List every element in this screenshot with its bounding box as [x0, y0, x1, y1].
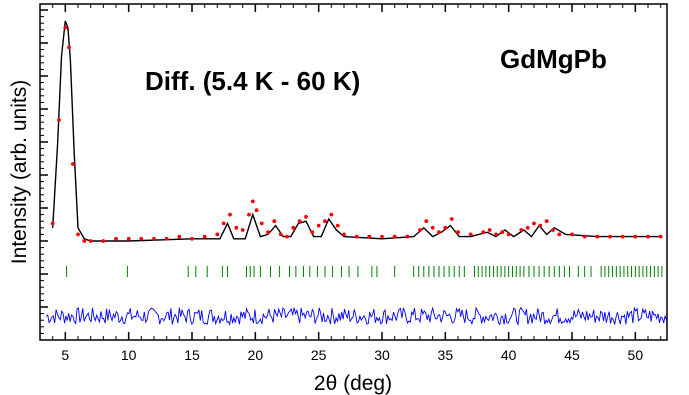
x-tick-label: 10 — [121, 347, 137, 363]
observed-point — [323, 219, 327, 224]
observed-points — [50, 25, 663, 243]
observed-point — [291, 225, 296, 230]
observed-point — [405, 234, 410, 239]
observed-point — [126, 236, 131, 241]
observed-point — [76, 232, 80, 237]
observed-point — [658, 234, 663, 239]
reflection-markers — [66, 266, 663, 277]
observed-point — [101, 239, 106, 243]
observed-point — [430, 225, 435, 230]
observed-point — [335, 223, 340, 228]
plot-frame — [39, 3, 668, 341]
observed-point — [285, 234, 289, 239]
observed-point — [500, 230, 505, 235]
y-axis-label: Intensity (arb. units) — [8, 80, 31, 264]
observed-point — [164, 236, 169, 241]
annotation-sample: GdMgPb — [500, 44, 607, 74]
observed-point — [443, 225, 448, 230]
observed-point — [354, 234, 359, 239]
observed-point — [538, 223, 543, 228]
observed-point — [570, 232, 574, 237]
observed-point — [71, 162, 75, 166]
observed-point — [82, 239, 87, 243]
observed-point — [221, 221, 226, 226]
observed-point — [67, 45, 71, 50]
observed-point — [582, 234, 587, 239]
observed-point — [88, 239, 93, 243]
difference-line — [46, 306, 667, 327]
calculated-line — [52, 20, 661, 242]
observed-point — [468, 232, 473, 237]
observed-point — [114, 236, 118, 241]
observed-point — [228, 212, 232, 217]
observed-point — [266, 230, 270, 235]
observed-point — [240, 228, 245, 232]
observed-point — [456, 230, 460, 235]
observed-point — [247, 212, 251, 217]
observed-point — [139, 236, 144, 241]
observed-point — [254, 208, 259, 213]
observed-point — [608, 234, 612, 239]
x-tick-label: 25 — [311, 347, 327, 363]
observed-point — [392, 234, 397, 239]
observed-point — [310, 230, 315, 235]
observed-point — [297, 219, 302, 224]
observed-point — [437, 230, 441, 235]
observed-point — [544, 219, 549, 224]
observed-point — [494, 232, 498, 237]
observed-point — [595, 234, 600, 239]
observed-point — [532, 221, 536, 226]
x-tick-label: 15 — [184, 347, 200, 363]
observed-point — [519, 228, 524, 232]
observed-point — [215, 232, 220, 237]
observed-point — [259, 221, 264, 226]
x-tick-label: 45 — [564, 347, 580, 363]
observed-point — [646, 234, 650, 239]
observed-point — [329, 212, 334, 217]
observed-point — [481, 230, 486, 235]
observed-point — [250, 199, 255, 204]
observed-point — [620, 234, 625, 239]
axis-ticks: 5 10 15 20 25 30 35 40 45 50 — [39, 4, 662, 363]
observed-point — [557, 232, 562, 237]
observed-point — [190, 236, 194, 241]
difference-curve — [46, 306, 667, 327]
observed-point — [272, 219, 277, 224]
observed-point — [424, 219, 429, 224]
observed-point — [380, 234, 384, 239]
observed-point — [63, 25, 68, 30]
observed-point — [449, 217, 454, 221]
observed-point — [202, 234, 207, 239]
calculated-profile — [52, 20, 661, 242]
observed-point — [316, 223, 321, 228]
observed-point — [50, 221, 55, 226]
x-axis-label: 2θ (deg) — [314, 372, 392, 395]
observed-point — [304, 214, 308, 219]
observed-point — [633, 234, 638, 239]
x-tick-label: 20 — [248, 347, 264, 363]
x-tick-label: 30 — [374, 347, 390, 363]
observed-point — [418, 228, 422, 232]
observed-point — [177, 234, 182, 239]
annotation-diff: Diff. (5.4 K - 60 K) — [145, 66, 360, 96]
observed-point — [525, 225, 530, 230]
observed-point — [506, 232, 511, 237]
observed-point — [57, 118, 61, 122]
observed-point — [342, 232, 346, 237]
x-tick-label: 50 — [628, 347, 644, 363]
x-tick-label: 35 — [438, 347, 454, 363]
observed-point — [367, 234, 372, 239]
x-tick-label: 40 — [501, 347, 517, 363]
x-tick-label: 5 — [61, 347, 69, 363]
observed-point — [278, 232, 283, 237]
observed-point — [152, 236, 156, 241]
observed-point — [487, 228, 492, 232]
observed-point — [234, 225, 239, 230]
observed-point — [551, 228, 555, 232]
